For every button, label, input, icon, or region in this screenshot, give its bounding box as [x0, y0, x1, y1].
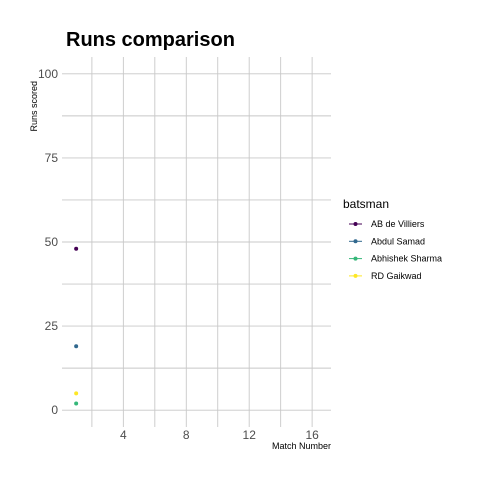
legend-key — [349, 256, 362, 261]
x-axis-title: Match Number — [272, 441, 331, 451]
legend-label: RD Gaikwad — [371, 271, 422, 281]
tick-labels: 0 25 50 75 100 4 8 12 16 — [38, 67, 319, 442]
legend-key — [349, 239, 362, 244]
data-point — [74, 246, 79, 251]
x-tick-label: 16 — [305, 428, 319, 442]
legend-title: batsman — [343, 197, 389, 211]
y-axis-title: Runs scored — [29, 81, 39, 132]
legend-key-point — [353, 256, 358, 261]
data-point — [74, 344, 79, 349]
grid-lines — [62, 57, 331, 427]
data-point — [74, 401, 79, 406]
x-tick-label: 12 — [243, 428, 257, 442]
y-tick-label: 75 — [45, 151, 59, 165]
y-tick-label: 0 — [51, 403, 58, 417]
chart-title: Runs comparison — [66, 29, 235, 51]
legend-label: AB de Villiers — [371, 219, 425, 229]
legend-label: Abdul Samad — [371, 236, 425, 246]
x-tick-label: 4 — [120, 428, 127, 442]
data-point — [74, 391, 79, 396]
legend-key — [349, 222, 362, 226]
legend-key-point — [353, 222, 358, 226]
x-tick-label: 8 — [183, 428, 190, 442]
legend-key-point — [353, 239, 358, 244]
y-tick-label: 100 — [38, 67, 58, 81]
y-tick-label: 25 — [45, 319, 59, 333]
data-points — [74, 246, 79, 406]
legend-key-point — [353, 273, 358, 278]
y-tick-label: 50 — [45, 235, 59, 249]
legend: batsman AB de Villiers Abdul Samad Abhishe… — [343, 197, 442, 281]
legend-key — [349, 273, 362, 278]
legend-label: Abhishek Sharma — [371, 254, 442, 264]
